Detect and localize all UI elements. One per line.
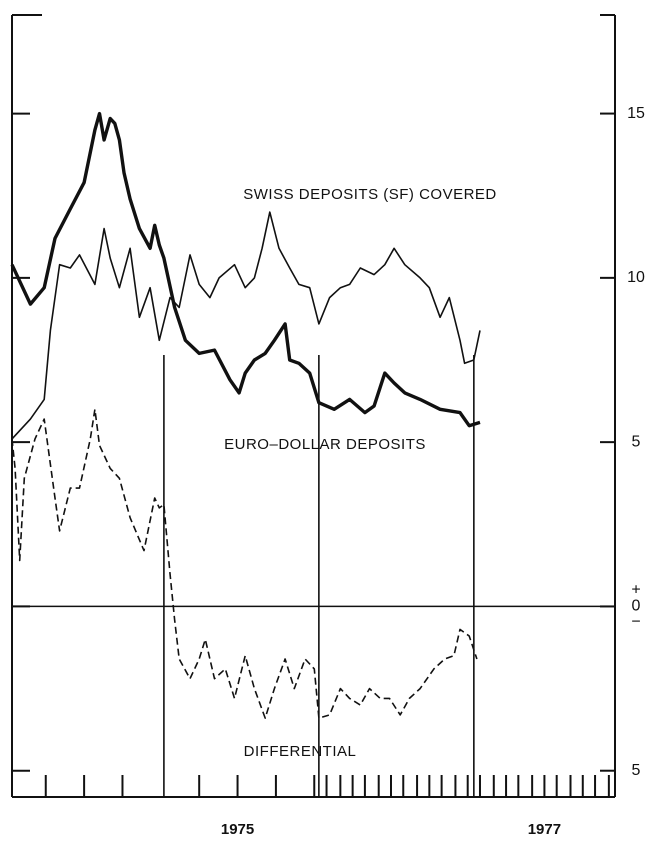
series-line bbox=[11, 408, 478, 719]
y-tick-label: 10 bbox=[627, 269, 645, 286]
sign-label: − bbox=[631, 614, 640, 631]
series-line bbox=[11, 211, 481, 440]
y-tick-label: 5 bbox=[632, 433, 641, 450]
sign-label: + bbox=[631, 582, 640, 599]
y-tick-label: 15 bbox=[627, 105, 645, 122]
series-label: SWISS DEPOSITS (SF) COVERED bbox=[243, 186, 497, 203]
y-tick-label: 5 bbox=[632, 762, 641, 779]
y-tick-label: 0 bbox=[632, 598, 641, 615]
series-label: DIFFERENTIAL bbox=[244, 743, 357, 760]
series-label: EURO–DOLLAR DEPOSITS bbox=[224, 436, 426, 453]
x-tick-label: 1977 bbox=[528, 821, 561, 838]
x-tick-label: 1975 bbox=[221, 821, 254, 838]
series-line bbox=[10, 111, 481, 428]
